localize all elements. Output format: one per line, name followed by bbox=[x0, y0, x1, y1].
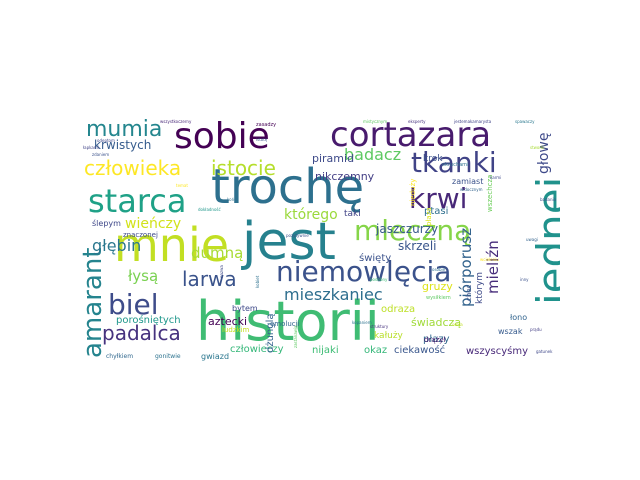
word-głowę: głowę bbox=[536, 132, 552, 175]
word-widocznym: widocznym bbox=[460, 187, 483, 192]
word-drążył: drążył bbox=[424, 336, 446, 344]
word-eksperty: eksperty bbox=[408, 119, 426, 124]
word-badania: badania bbox=[540, 197, 557, 202]
word-tkanki: tkanki bbox=[411, 146, 497, 179]
word-mumia: mumia bbox=[86, 118, 163, 142]
word-nazwa: nazwa bbox=[219, 265, 224, 278]
word-jestemakamarysta: jestemakamarysta bbox=[454, 119, 492, 124]
word-święty: święty bbox=[359, 253, 392, 264]
word-starca: starca bbox=[88, 182, 187, 220]
word-łapkami: łapkami bbox=[83, 145, 99, 150]
word-cortazara: cortazara bbox=[330, 118, 492, 155]
word-wszechcza: wszechcza bbox=[486, 174, 494, 212]
word-ślepym: ślepym bbox=[92, 219, 121, 228]
word-biel: biel bbox=[108, 288, 159, 321]
word-jaszczurzy: jaszczurzy bbox=[376, 222, 439, 236]
word-wcieleniu: wcieleniu bbox=[480, 257, 499, 262]
word-karmi: karmi bbox=[490, 175, 502, 180]
word-mleczną: mleczną bbox=[354, 214, 472, 247]
word-mistycznym: mistycznym bbox=[363, 119, 388, 124]
word-wszak: wszak bbox=[498, 327, 523, 336]
word-spawaczy: spawaczy bbox=[515, 119, 535, 124]
word-krwistych: krwistych bbox=[94, 138, 152, 152]
word-stworki: stworki bbox=[530, 145, 545, 150]
word-ciekawość: ciekawość bbox=[394, 345, 446, 356]
word-nikczemny: nikczemny bbox=[315, 170, 375, 183]
word-dokładność: dokładność bbox=[198, 207, 221, 212]
word-osobie: osobie bbox=[432, 267, 446, 272]
word-wszyscyśmy: wszyscyśmy bbox=[466, 346, 529, 357]
word-kopaniem: kopaniem bbox=[352, 320, 372, 325]
word-porośniętych: porośniętych bbox=[116, 315, 181, 326]
word-jest: jest bbox=[242, 212, 336, 272]
word-emolucji: emolucji bbox=[270, 320, 300, 328]
word-krok: krok bbox=[423, 154, 443, 164]
word-ptasi: ptasi bbox=[424, 206, 449, 217]
word-człowieczy: człowieczy bbox=[230, 344, 284, 355]
word-inny: inny bbox=[520, 277, 529, 282]
word-mieszkaniec: mieszkaniec bbox=[284, 285, 383, 304]
word-gruzy: gruzy bbox=[422, 280, 453, 293]
word-nijaki: nijaki bbox=[312, 345, 339, 356]
word-badacz: badacz bbox=[344, 145, 402, 164]
word-krwi: krwi bbox=[409, 182, 468, 215]
word-chyłkiem: chyłkiem bbox=[106, 353, 134, 360]
word-gatunek: gatunek bbox=[536, 349, 553, 354]
word-którego: którego bbox=[284, 207, 338, 223]
word-odeptom: odeptom bbox=[97, 138, 115, 143]
word-łysą: łysą bbox=[128, 267, 159, 285]
word-dumną: dumną bbox=[191, 244, 244, 262]
word-wieńczy: wieńczy bbox=[125, 216, 182, 232]
word-gwiazd: gwiazd bbox=[201, 352, 230, 361]
word-aztecki: aztecki bbox=[208, 315, 248, 328]
word-cloud: historii trochę jest jednej mnie cortaza… bbox=[80, 118, 560, 363]
word-temat: temat bbox=[176, 183, 188, 188]
word-bytem: bytem bbox=[232, 304, 258, 313]
word-zastanawia: zastanawia bbox=[293, 325, 298, 348]
word-podobny: podobny bbox=[370, 277, 388, 282]
word-odraza: odraza bbox=[381, 304, 416, 315]
word-kobiet: kobiet bbox=[255, 275, 260, 288]
word-ludzkim: ludzkim bbox=[222, 326, 250, 334]
word-skrzeli: skrzeli bbox=[398, 239, 437, 253]
word-padalca: padalca bbox=[102, 321, 181, 345]
word-istocie: istocie bbox=[211, 156, 276, 180]
word-zamiast: zamiast bbox=[452, 177, 484, 186]
word-głębin: głębin bbox=[92, 236, 142, 255]
word-gonitwie: gonitwie bbox=[155, 353, 181, 360]
word-końca: końca bbox=[227, 197, 239, 202]
word-larwa: larwa bbox=[182, 267, 237, 291]
word-płazy: płazy bbox=[423, 334, 450, 345]
word-człowieka: człowieka bbox=[84, 156, 182, 180]
word-łono: łono bbox=[510, 313, 528, 322]
word-trochę: trochę bbox=[211, 159, 365, 215]
word-wysiłkiem: wysiłkiem bbox=[426, 295, 451, 301]
word-nieduży: nieduży bbox=[409, 178, 417, 206]
word-okaz: okaz bbox=[364, 345, 388, 356]
word-mieliźn: mieliźn bbox=[484, 240, 502, 294]
word-którym: którym bbox=[475, 271, 485, 304]
word-zasadzy: zasadzy bbox=[256, 122, 277, 128]
word-niemowlęcia: niemowlęcia bbox=[276, 255, 452, 288]
word-piramid: piramid bbox=[312, 152, 355, 165]
word-prądu: prądu bbox=[530, 327, 542, 332]
word-serca: serca bbox=[452, 322, 463, 327]
word-okruchami: okruchami bbox=[442, 162, 469, 168]
word-struktury: struktury bbox=[370, 324, 389, 329]
word-znaczonej: znaczonej bbox=[123, 231, 158, 239]
word-istotę: istotę bbox=[256, 137, 268, 142]
word-zdaniem: zdaniem bbox=[92, 152, 110, 157]
word-sobie: sobie bbox=[174, 118, 270, 157]
word-świadczą: świadczą bbox=[411, 316, 462, 329]
word-uwagi: uwagi bbox=[526, 237, 538, 242]
word-taki: taki bbox=[344, 209, 361, 219]
word-pozytywnie: pozytywnie bbox=[286, 233, 309, 238]
word-wszystkoczerny: wszystkoczerny bbox=[160, 119, 192, 124]
word-mnie: mnie bbox=[114, 218, 230, 272]
word-kałuży: kałuży bbox=[374, 331, 403, 341]
word-historii: historii bbox=[196, 290, 380, 353]
word-płaza: płaza bbox=[425, 207, 433, 226]
word-choć: choć bbox=[465, 284, 473, 301]
